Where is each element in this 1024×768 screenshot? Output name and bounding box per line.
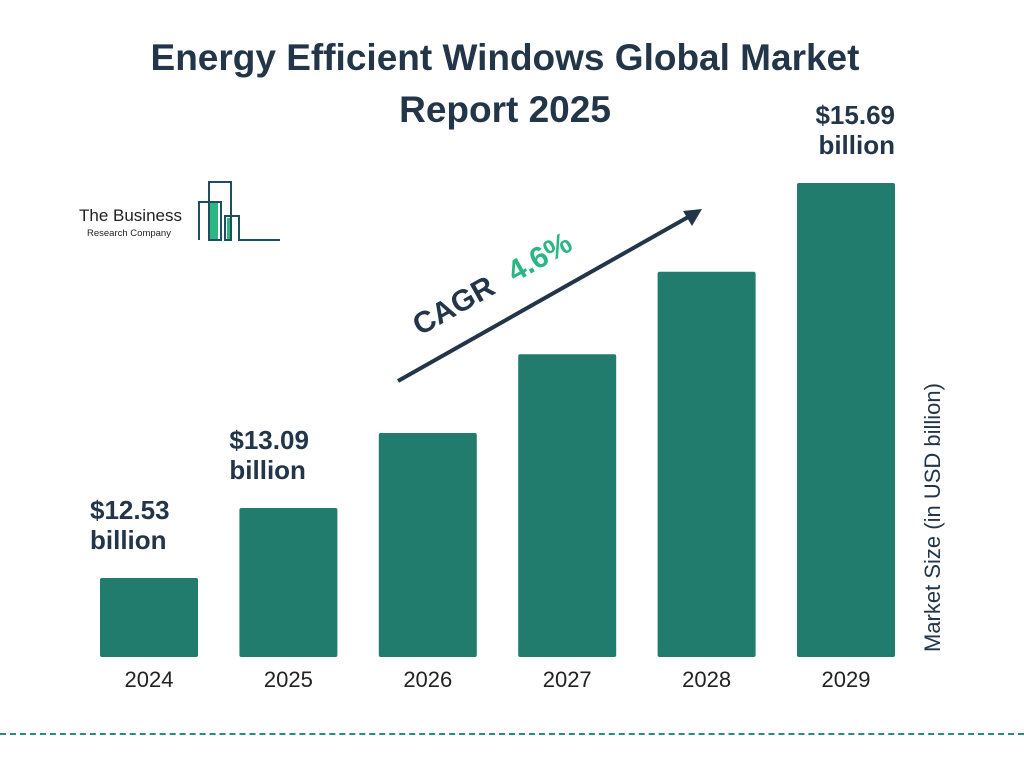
x-tick-label: 2029 bbox=[822, 667, 871, 692]
bar-2029 bbox=[797, 183, 895, 657]
data-label-value: $15.69 bbox=[815, 100, 895, 130]
x-tick-label: 2028 bbox=[682, 667, 731, 692]
arrow-head-icon bbox=[683, 209, 702, 226]
x-tick-label: 2024 bbox=[125, 667, 174, 692]
bar-2025 bbox=[239, 508, 338, 657]
data-label-unit: billion bbox=[90, 525, 167, 555]
x-tick-label: 2027 bbox=[543, 667, 592, 692]
data-label-value: $13.09 bbox=[229, 425, 309, 455]
data-label-unit: billion bbox=[229, 455, 306, 485]
cagr-value: 4.6% bbox=[502, 226, 578, 288]
logo-line2: Research Company bbox=[87, 228, 171, 239]
x-tick-label: 2026 bbox=[403, 667, 452, 692]
bar-2028 bbox=[657, 271, 756, 657]
x-tick-label: 2025 bbox=[264, 667, 313, 692]
bar-2027 bbox=[518, 354, 617, 657]
cagr-arrow bbox=[397, 214, 691, 383]
chart-title: Energy Efficient Windows Global Market R… bbox=[150, 37, 860, 130]
svg-text:CAGR 4.6%: CAGR 4.6% bbox=[407, 226, 577, 342]
divider-line bbox=[0, 733, 1024, 735]
bar-2026 bbox=[378, 433, 477, 657]
company-logo: The Business Research Company bbox=[79, 181, 280, 241]
logo-line1: The Business bbox=[79, 206, 182, 225]
data-label-unit: billion bbox=[818, 130, 895, 160]
logo-bar-icon bbox=[227, 218, 232, 240]
data-label-value: $12.53 bbox=[90, 495, 170, 525]
logo-bar-icon bbox=[209, 203, 218, 240]
y-axis-label: Market Size (in USD billion) bbox=[920, 383, 945, 652]
bar-2024 bbox=[100, 578, 198, 657]
